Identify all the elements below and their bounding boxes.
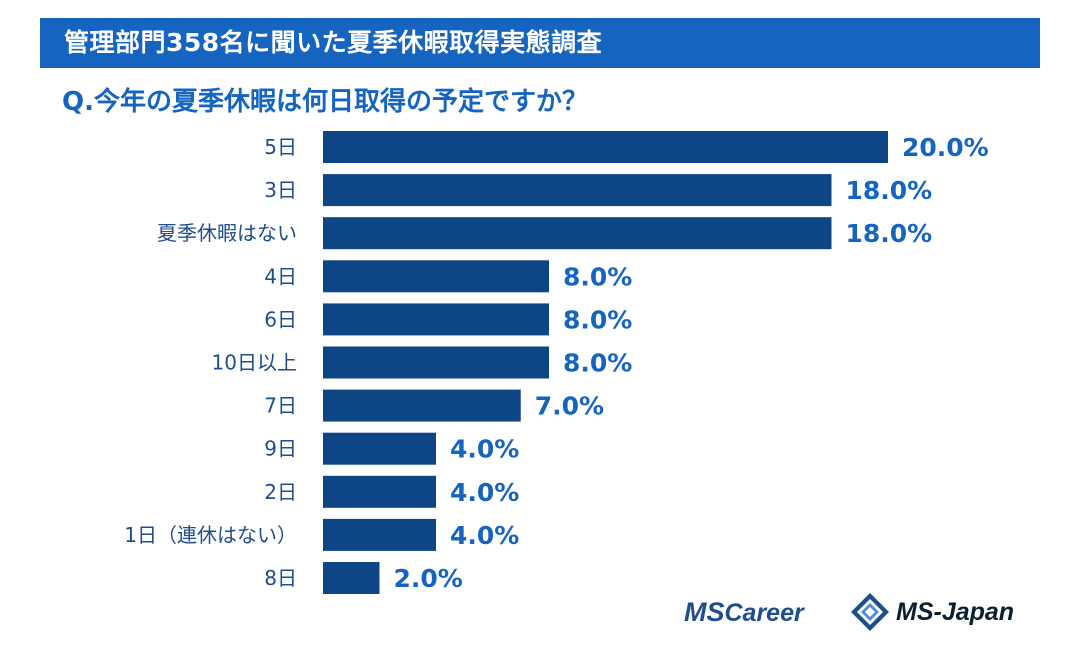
bar [323,174,832,207]
category-label: 5日 [264,135,297,159]
ms-japan-diamond-icon [851,593,889,631]
bar [323,346,549,379]
bar [323,432,436,465]
category-label: 10日以上 [212,351,297,375]
value-label: 8.0% [563,349,632,378]
value-label: 2.0% [394,564,463,593]
value-label: 18.0% [846,176,933,205]
bar [323,131,888,163]
bar [323,303,549,336]
survey-title: 管理部門358名に聞いた夏季休暇取得実態調査 [64,28,603,57]
value-label: 8.0% [563,262,632,291]
category-label: 7日 [264,394,297,418]
ms-career-logo-initials: MS [684,597,725,627]
footer-logos: MSCareer MS-Japan [684,590,1044,634]
category-label: 3日 [264,178,297,202]
value-label: 18.0% [846,219,933,248]
category-label: 9日 [264,437,297,461]
bar [323,260,549,293]
category-label: 6日 [264,307,297,331]
bar [323,389,521,422]
value-label: 4.0% [450,478,519,507]
category-label: 4日 [264,264,297,288]
category-label: 1日（連休はない） [124,523,297,547]
value-label: 4.0% [450,435,519,464]
value-label: 7.0% [535,392,604,421]
title-banner: 管理部門358名に聞いた夏季休暇取得実態調査 [40,18,1040,68]
value-label: 20.0% [902,133,989,162]
ms-career-logo-rest: Career [724,599,804,627]
ms-japan-logo-text: MS-Japan [896,598,1015,626]
bar [323,475,436,508]
value-label: 4.0% [450,521,519,550]
category-label: 8日 [264,566,297,590]
ms-career-logo: MSCareer [684,590,804,635]
question-text: Q.今年の夏季休暇は何日取得の予定ですか？ [62,87,588,117]
value-label: 8.0% [563,305,632,334]
category-label: 夏季休暇はない [157,221,297,245]
bar [323,518,436,551]
bar [323,562,380,594]
bar [323,217,832,250]
category-label: 2日 [264,480,297,504]
